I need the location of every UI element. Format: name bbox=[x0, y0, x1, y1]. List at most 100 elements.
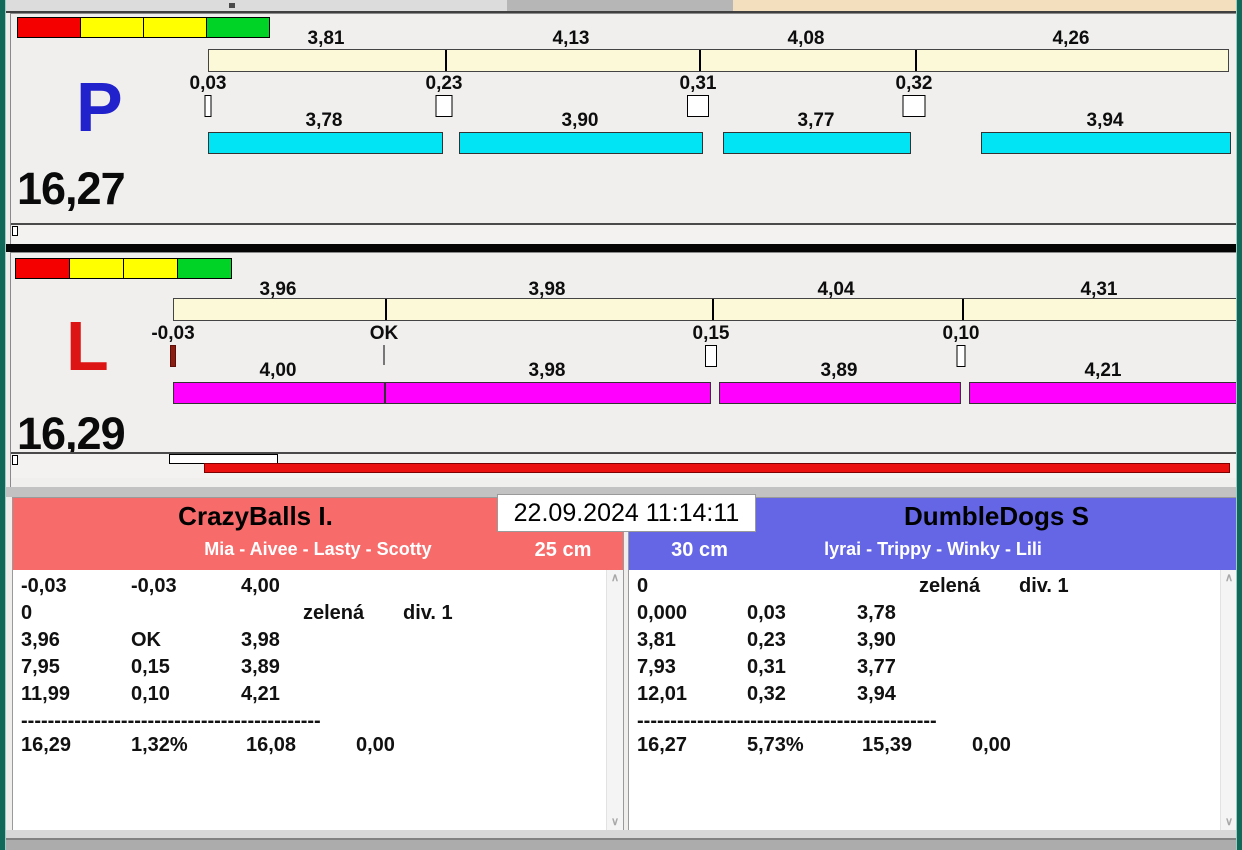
scrollbar[interactable]: ∧ ∨ bbox=[606, 570, 623, 831]
log-separator: ----------------------------------------… bbox=[629, 710, 1237, 734]
run-bar bbox=[981, 132, 1231, 154]
result-log-left[interactable]: -0,03 -0,03 4,00 0 zelená div. 1 3,96 OK… bbox=[13, 570, 623, 831]
log-cell: zelená bbox=[303, 602, 365, 624]
split-divider bbox=[915, 50, 917, 71]
status-light-yellow bbox=[123, 258, 178, 279]
summary-percent: 1,32% bbox=[131, 734, 188, 756]
reaction-checkbox[interactable] bbox=[687, 95, 709, 117]
split-time-label: 3,96 bbox=[259, 279, 297, 300]
log-row: 3,96 OK 3,98 bbox=[13, 629, 623, 656]
strip-cell[interactable] bbox=[247, 0, 348, 11]
bottom-band-highlight bbox=[5, 830, 1237, 840]
reaction-checkbox[interactable] bbox=[705, 345, 717, 367]
run-bar bbox=[173, 382, 385, 404]
summary-run-sum: 16,08 bbox=[246, 734, 297, 756]
strip-cell[interactable] bbox=[448, 0, 508, 11]
scroll-down-icon[interactable]: ∨ bbox=[1224, 816, 1234, 828]
reaction-time-label: 0,10 bbox=[942, 323, 980, 344]
log-cell: -0,03 bbox=[131, 575, 177, 597]
strip-mark bbox=[229, 3, 235, 8]
strip-tan-area bbox=[733, 0, 1237, 12]
team-card-right: DumbleDogs S lyrai - Trippy - Winky - Li… bbox=[628, 497, 1238, 832]
panel-separator-band bbox=[5, 487, 1237, 497]
log-row: 3,81 0,23 3,90 bbox=[629, 629, 1237, 656]
run-time-label: 4,00 bbox=[259, 360, 297, 381]
ok-tick[interactable] bbox=[383, 345, 385, 365]
lane-l-panel: L 3,96 3,98 4,04 4,31 -0,03 OK 0,15 0,10… bbox=[10, 252, 1240, 489]
reaction-time-label: 0,15 bbox=[692, 323, 730, 344]
log-row: 0 zelená div. 1 bbox=[629, 575, 1237, 602]
log-cell: 11,99 bbox=[21, 683, 70, 705]
scrollbar[interactable]: ∧ ∨ bbox=[1220, 570, 1237, 831]
reaction-time-label: 0,32 bbox=[895, 73, 933, 94]
run-time-label: 4,21 bbox=[1084, 360, 1122, 381]
run-time-label: 3,94 bbox=[1086, 110, 1124, 131]
log-cell: OK bbox=[131, 629, 161, 651]
summary-total: 16,27 bbox=[637, 734, 688, 756]
false-start-tick[interactable] bbox=[170, 345, 176, 367]
split-time-label: 4,31 bbox=[1080, 279, 1118, 300]
log-cell: 0,15 bbox=[131, 656, 170, 678]
log-row: 7,93 0,31 3,77 bbox=[629, 656, 1237, 683]
summary-penalty: 0,00 bbox=[972, 734, 1011, 756]
split-divider bbox=[699, 50, 701, 71]
log-cell: 3,96 bbox=[21, 629, 60, 651]
lane-l-bottom-strip bbox=[11, 452, 1237, 478]
run-time-label: 3,90 bbox=[561, 110, 599, 131]
reaction-checkbox[interactable] bbox=[956, 345, 966, 367]
status-light-red bbox=[15, 258, 70, 279]
log-row: 11,99 0,10 4,21 bbox=[13, 683, 623, 710]
reaction-checkbox[interactable] bbox=[204, 95, 212, 117]
team-name: CrazyBalls I. bbox=[178, 501, 333, 531]
log-row: 7,95 0,15 3,89 bbox=[13, 656, 623, 683]
split-time-label: 3,98 bbox=[528, 279, 566, 300]
split-time-label: 3,81 bbox=[307, 28, 345, 49]
reaction-time-label: OK bbox=[369, 323, 399, 344]
lane-separator bbox=[6, 244, 1236, 252]
strip-cell[interactable] bbox=[347, 0, 449, 11]
summary-penalty: 0,00 bbox=[356, 734, 395, 756]
split-divider bbox=[445, 50, 447, 71]
scroll-up-icon[interactable]: ∧ bbox=[610, 572, 620, 584]
log-cell: 4,00 bbox=[241, 575, 280, 597]
status-light-green bbox=[206, 17, 270, 38]
split-divider bbox=[712, 299, 714, 320]
strip-cell[interactable] bbox=[5, 0, 99, 11]
separator-dashes: ----------------------------------------… bbox=[637, 710, 937, 732]
strip-cell[interactable] bbox=[98, 0, 248, 11]
lane-p-total-time: 16,27 bbox=[17, 163, 126, 214]
log-cell: 0,03 bbox=[747, 602, 786, 624]
reaction-checkbox[interactable] bbox=[902, 95, 926, 117]
log-cell: 0,32 bbox=[747, 683, 786, 705]
reaction-time-label: 0,03 bbox=[189, 73, 227, 94]
log-row: 0,000 0,03 3,78 bbox=[629, 602, 1237, 629]
log-cell: 3,78 bbox=[857, 602, 896, 624]
status-light-yellow bbox=[80, 17, 144, 38]
dog-names: lyrai - Trippy - Winky - Lili bbox=[824, 539, 1042, 559]
log-cell: div. 1 bbox=[403, 602, 453, 624]
separator-dashes: ----------------------------------------… bbox=[21, 710, 321, 732]
jump-height: 30 cm bbox=[671, 539, 728, 561]
split-time-label: 4,08 bbox=[787, 28, 825, 49]
scroll-up-icon[interactable]: ∧ bbox=[1224, 572, 1234, 584]
datetime-text: 22.09.2024 11:14:11 bbox=[513, 498, 740, 527]
split-time-label: 4,04 bbox=[817, 279, 855, 300]
lane-p-letter: P bbox=[76, 68, 123, 146]
lane-p-bottom-strip bbox=[11, 223, 1237, 245]
log-cell: -0,03 bbox=[21, 575, 67, 597]
split-time-label: 4,26 bbox=[1052, 28, 1090, 49]
reaction-time-label: -0,03 bbox=[151, 323, 195, 344]
strip-notch bbox=[12, 226, 18, 236]
summary-total: 16,29 bbox=[21, 734, 72, 756]
split-divider bbox=[385, 299, 387, 320]
team-right-header: DumbleDogs S lyrai - Trippy - Winky - Li… bbox=[629, 498, 1237, 570]
log-cell: div. 1 bbox=[1019, 575, 1069, 597]
run-bar bbox=[723, 132, 911, 154]
result-log-right[interactable]: 0 zelená div. 1 0,000 0,03 3,78 3,81 0,2… bbox=[629, 570, 1237, 831]
log-cell: 0,000 bbox=[637, 602, 688, 624]
scroll-down-icon[interactable]: ∨ bbox=[610, 816, 620, 828]
reaction-checkbox[interactable] bbox=[435, 95, 453, 117]
split-time-label: 4,13 bbox=[552, 28, 590, 49]
log-cell: 0 bbox=[21, 602, 33, 624]
